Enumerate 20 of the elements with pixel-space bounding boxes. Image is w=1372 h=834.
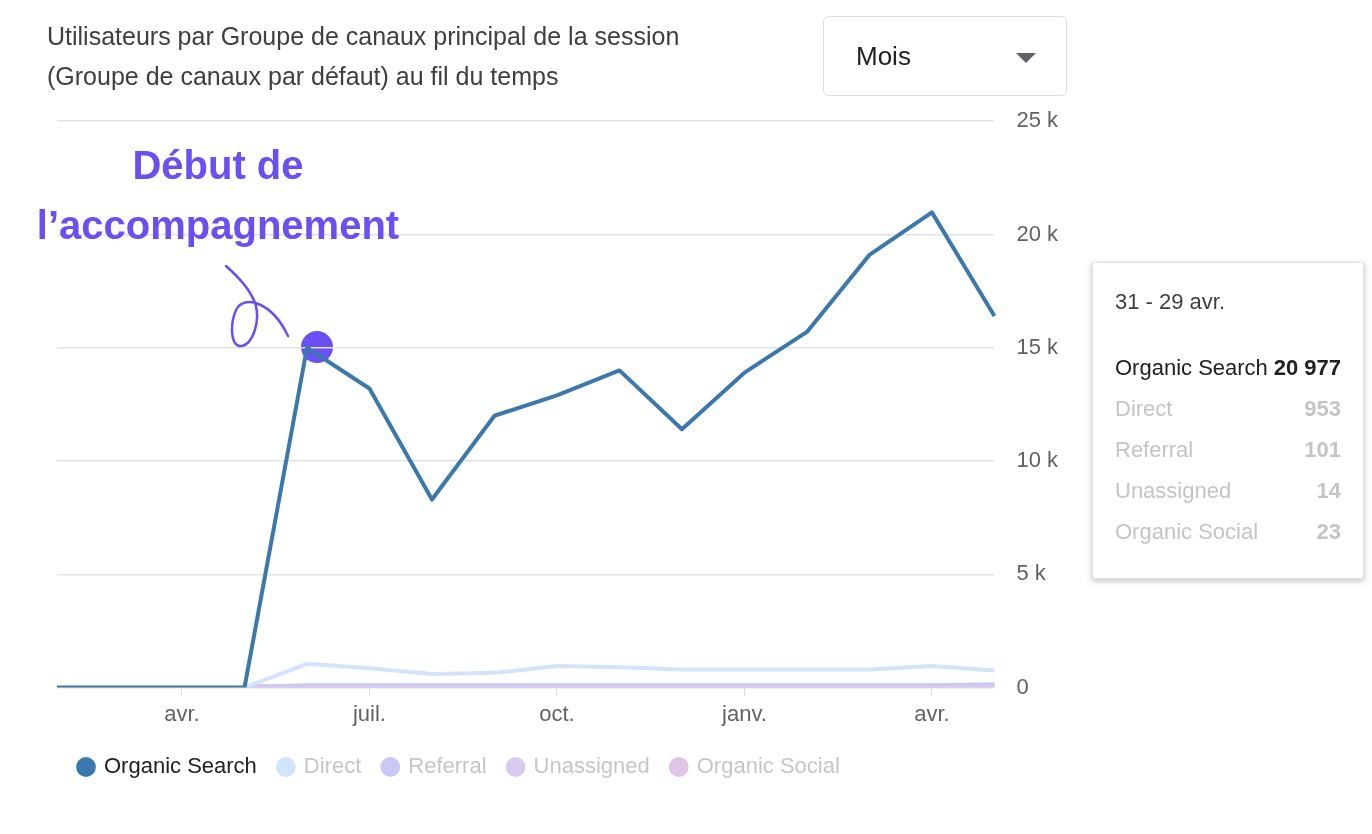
legend-label: Unassigned bbox=[533, 753, 650, 779]
annotation: Début de l’accompagnement bbox=[35, 142, 401, 249]
x-tick-label: juil. bbox=[351, 700, 386, 726]
dropdown-field: Mois bbox=[823, 16, 1067, 96]
y-tick-label: 0 bbox=[1016, 673, 1029, 699]
y-tick-label: 15 k bbox=[1016, 333, 1059, 359]
y-tick-label: 10 k bbox=[1016, 447, 1059, 473]
y-tick-label: 20 k bbox=[1016, 220, 1059, 246]
chart-title: Utilisateurs par Groupe de canaux principal de la session (Groupe de canaux par défaut) au fil du temps bbox=[47, 21, 681, 92]
tooltip-card: 31 - 29 avr. Organic Search 20 977 Direct 953 Referral 101 Unassigned 14 Organic Social 23 bbox=[1092, 262, 1364, 579]
y-tick-label: 5 k bbox=[1016, 560, 1047, 586]
x-tick-label: avr. bbox=[914, 700, 950, 726]
x-tick-label: avr. bbox=[164, 700, 200, 726]
x-tick-label: janv. bbox=[721, 700, 767, 726]
x-tick-label: oct. bbox=[539, 700, 575, 726]
legend-label: Organic Social bbox=[696, 753, 840, 779]
legend-label: Direct bbox=[303, 753, 362, 779]
legend-label: Organic Search bbox=[104, 753, 257, 779]
y-tick-label: 25 k bbox=[1016, 107, 1059, 133]
legend-label: Referral bbox=[408, 753, 487, 779]
